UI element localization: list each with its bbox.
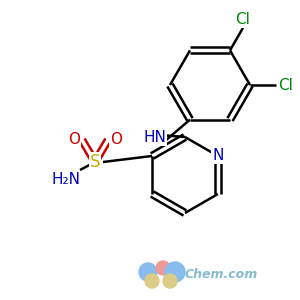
Text: O: O — [110, 133, 122, 148]
Circle shape — [156, 261, 170, 275]
Text: O: O — [68, 133, 80, 148]
Circle shape — [165, 262, 185, 282]
Text: Cl: Cl — [279, 77, 293, 92]
Text: H₂N: H₂N — [52, 172, 80, 188]
Text: N: N — [212, 148, 224, 164]
Text: HN: HN — [144, 130, 166, 146]
Text: S: S — [90, 153, 100, 171]
Text: Chem.com: Chem.com — [185, 268, 258, 281]
Text: Cl: Cl — [236, 12, 250, 27]
Circle shape — [163, 274, 177, 288]
Circle shape — [139, 263, 157, 281]
Circle shape — [145, 274, 159, 288]
